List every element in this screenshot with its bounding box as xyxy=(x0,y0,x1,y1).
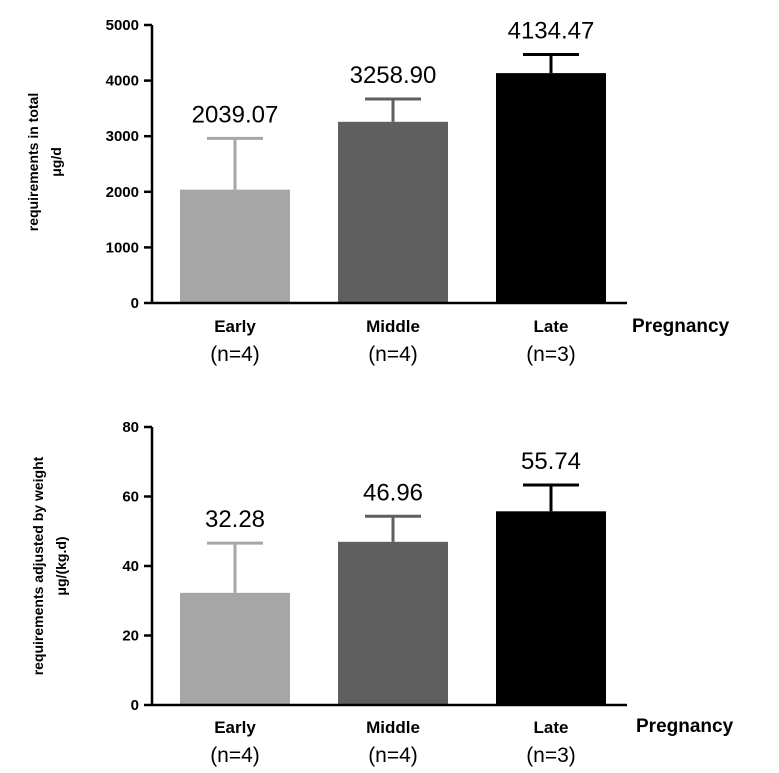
group-size-middle: (n=4) xyxy=(368,744,418,767)
y-axis-label-line-2: μg/d xyxy=(48,147,64,177)
category-label-early: Early xyxy=(214,718,256,737)
bar-middle xyxy=(338,541,448,705)
y-axis-label-line-1: requirements in total xyxy=(25,93,41,231)
data-label-late: 4134.47 xyxy=(508,17,595,44)
chart-1: 2039.07 Early (n=4) 3258.90 Middle (n=4) 4134.… xyxy=(25,17,730,366)
category-label-early: Early xyxy=(214,317,256,336)
data-label-early: 32.28 xyxy=(205,506,265,533)
y-tick-label: 40 xyxy=(122,558,139,575)
bar-late xyxy=(496,511,606,705)
category-label-late: Late xyxy=(534,317,569,336)
chart-2: 32.28 Early (n=4) 46.96 Middle (n=4) 55.74 Late… xyxy=(30,419,734,767)
y-tick-label: 0 xyxy=(131,295,139,312)
y-tick-label: 20 xyxy=(122,628,139,645)
category-label-late: Late xyxy=(534,718,569,737)
group-size-late: (n=3) xyxy=(526,343,576,366)
category-label-middle: Middle xyxy=(366,317,420,336)
x-axis-title: Pregnancy xyxy=(632,316,730,337)
group-size-early: (n=4) xyxy=(210,744,260,767)
group-size-late: (n=3) xyxy=(526,744,576,767)
data-label-early: 2039.07 xyxy=(192,101,279,128)
group-size-middle: (n=4) xyxy=(368,343,418,366)
y-tick-label: 3000 xyxy=(106,128,139,145)
category-label-middle: Middle xyxy=(366,718,420,737)
y-tick-label: 80 xyxy=(122,419,139,436)
bar-early xyxy=(180,592,290,705)
data-label-middle: 3258.90 xyxy=(350,62,437,89)
group-size-early: (n=4) xyxy=(210,343,260,366)
y-axis-label-line-1: requirements adjusted by weight xyxy=(30,456,46,675)
bar-late xyxy=(496,73,606,303)
y-tick-label: 4000 xyxy=(106,73,139,90)
bar-middle xyxy=(338,121,448,303)
y-tick-label: 0 xyxy=(131,697,139,714)
y-tick-label: 2000 xyxy=(106,184,139,201)
data-label-middle: 46.96 xyxy=(363,479,423,506)
bar-early xyxy=(180,189,290,303)
y-tick-label: 60 xyxy=(122,489,139,506)
x-axis-title: Pregnancy xyxy=(636,716,734,737)
y-tick-label: 1000 xyxy=(106,239,139,256)
data-label-late: 55.74 xyxy=(521,448,581,475)
y-tick-label: 5000 xyxy=(106,17,139,34)
y-axis-label-line-2: μg/(kg.d) xyxy=(53,536,69,595)
